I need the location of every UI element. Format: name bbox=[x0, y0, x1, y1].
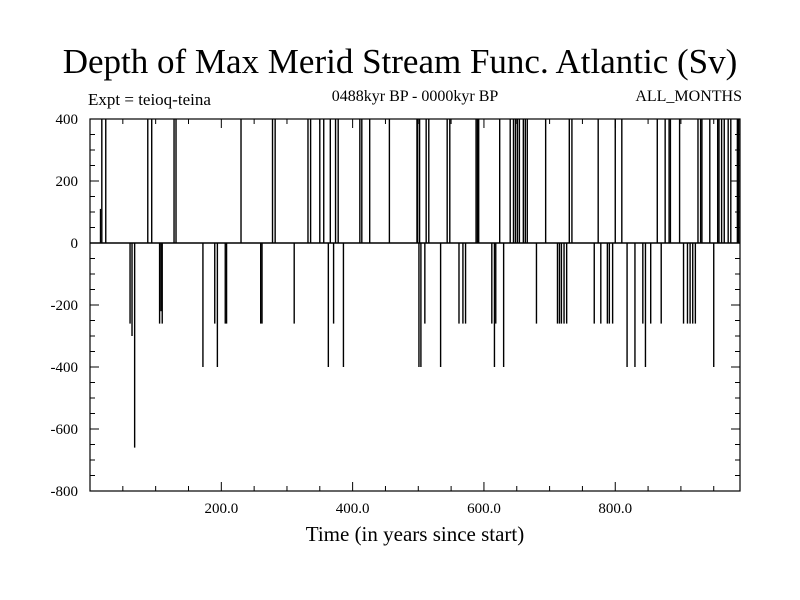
series-layer bbox=[99, 119, 740, 448]
months-label: ALL_MONTHS bbox=[635, 88, 742, 105]
x-axis-label: Time (in years since start) bbox=[305, 522, 525, 546]
y-tick-label: -200 bbox=[51, 298, 79, 314]
x-tick-label: 200.0 bbox=[204, 501, 238, 517]
y-tick-label: -400 bbox=[51, 360, 79, 376]
plot-frame bbox=[89, 118, 741, 492]
y-tick-label: 200 bbox=[56, 174, 79, 190]
y-tick-label: 400 bbox=[56, 112, 79, 128]
ticks-layer: 400 200 0 -200 -400 -600 -800 200.0 400.0 600.0 80… bbox=[51, 112, 740, 517]
period-label: 0488kyr BP - 0000kyr BP bbox=[331, 88, 499, 105]
experiment-label: Expt = teioq-teina bbox=[88, 90, 211, 109]
y-tick-label: -800 bbox=[51, 484, 79, 500]
y-tick-label: -600 bbox=[51, 422, 79, 438]
chart-title: Depth of Max Merid Stream Func. Atlantic… bbox=[62, 42, 738, 81]
y-tick-label: 0 bbox=[71, 236, 79, 252]
x-tick-label: 400.0 bbox=[336, 501, 370, 517]
x-tick-label: 800.0 bbox=[598, 501, 632, 517]
x-tick-label: 600.0 bbox=[467, 501, 501, 517]
